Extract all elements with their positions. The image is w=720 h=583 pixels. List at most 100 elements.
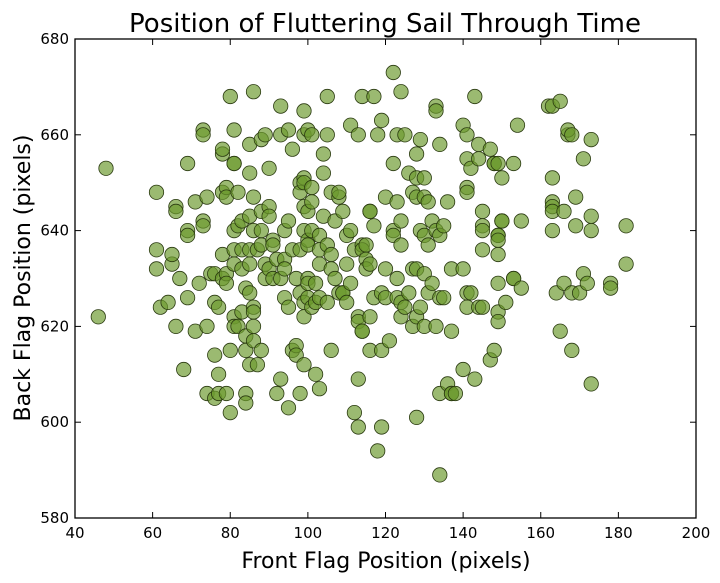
data-point: [377, 261, 394, 277]
data-point: [261, 208, 277, 224]
data-point: [323, 246, 339, 263]
data-point: [148, 261, 165, 277]
data-point: [393, 213, 409, 229]
data-point: [230, 184, 246, 200]
data-point: [513, 280, 529, 296]
data-point: [245, 318, 262, 334]
data-point: [319, 88, 335, 105]
data-point: [280, 400, 297, 416]
data-point: [428, 103, 444, 119]
data-point: [455, 361, 471, 378]
data-point: [583, 208, 599, 224]
data-point: [513, 213, 529, 229]
data-point: [568, 218, 584, 234]
data-point: [439, 194, 456, 210]
data-point: [199, 189, 215, 205]
data-point: [304, 127, 320, 143]
data-point: [564, 342, 580, 358]
data-point: [467, 371, 483, 387]
data-point: [370, 443, 386, 459]
data-point: [436, 290, 452, 306]
data-point: [373, 112, 390, 129]
data-point: [148, 242, 165, 258]
data-point: [552, 93, 568, 109]
x-tick-label: 60: [143, 524, 162, 542]
data-point: [180, 155, 196, 172]
x-tick-label: 200: [682, 524, 711, 542]
data-point: [242, 285, 258, 301]
data-point: [319, 294, 335, 310]
y-tick-label: 600: [40, 413, 69, 431]
data-point: [218, 385, 234, 402]
data-point: [544, 170, 561, 186]
data-point: [218, 275, 234, 291]
data-point: [447, 385, 463, 402]
data-point: [222, 88, 238, 105]
data-point: [490, 232, 506, 248]
data-point: [618, 256, 634, 272]
data-point: [463, 285, 479, 301]
x-tick-label: 80: [221, 524, 240, 542]
data-point: [397, 127, 413, 143]
x-tick-label: 40: [65, 524, 84, 542]
data-point: [296, 103, 312, 119]
data-point: [393, 237, 409, 253]
y-axis-ticks: 580 600 620 640 660 680: [40, 30, 696, 527]
data-point: [381, 333, 397, 349]
data-point: [385, 155, 401, 172]
data-point: [490, 275, 506, 291]
data-point: [180, 227, 196, 243]
data-point: [261, 160, 277, 176]
data-point: [490, 246, 506, 263]
data-point: [280, 122, 297, 138]
data-point: [474, 223, 491, 239]
x-tick-label: 160: [526, 524, 555, 542]
data-point: [339, 256, 355, 272]
data-point: [273, 371, 289, 387]
data-point: [552, 323, 568, 339]
data-point: [389, 270, 405, 287]
data-point: [315, 146, 331, 162]
data-point: [583, 376, 599, 392]
data-point: [280, 213, 297, 229]
data-point: [482, 141, 498, 157]
data-point: [579, 275, 595, 291]
chart-title: Position of Fluttering Sail Through Time: [129, 9, 641, 39]
data-points: [90, 64, 634, 483]
data-point: [397, 299, 413, 315]
data-point: [276, 261, 293, 277]
data-point: [98, 160, 114, 176]
data-point: [412, 299, 428, 315]
data-point: [242, 165, 258, 181]
data-point: [164, 246, 180, 263]
data-point: [253, 342, 269, 358]
data-point: [494, 170, 510, 186]
data-point: [436, 218, 452, 234]
data-point: [459, 127, 475, 143]
x-tick-label: 100: [294, 524, 323, 542]
data-point: [280, 299, 297, 315]
data-point: [408, 146, 425, 162]
data-point: [354, 323, 370, 339]
data-point: [490, 313, 506, 330]
y-tick-label: 640: [40, 222, 69, 240]
data-point: [362, 203, 378, 219]
data-point: [211, 366, 227, 382]
data-point: [331, 184, 347, 200]
data-point: [455, 261, 471, 277]
data-point: [168, 318, 184, 334]
data-point: [401, 285, 417, 301]
data-point: [304, 194, 320, 210]
x-tick-label: 120: [371, 524, 400, 542]
data-point: [168, 203, 184, 219]
plot-frame: [74, 38, 697, 519]
data-point: [370, 127, 386, 143]
y-tick-label: 580: [40, 509, 69, 527]
data-point: [172, 270, 188, 287]
y-axis-label: Back Flag Position (pixels): [11, 135, 36, 422]
data-point: [304, 179, 320, 196]
data-point: [242, 256, 258, 272]
data-point: [292, 385, 308, 402]
y-tick-label: 620: [40, 317, 69, 335]
